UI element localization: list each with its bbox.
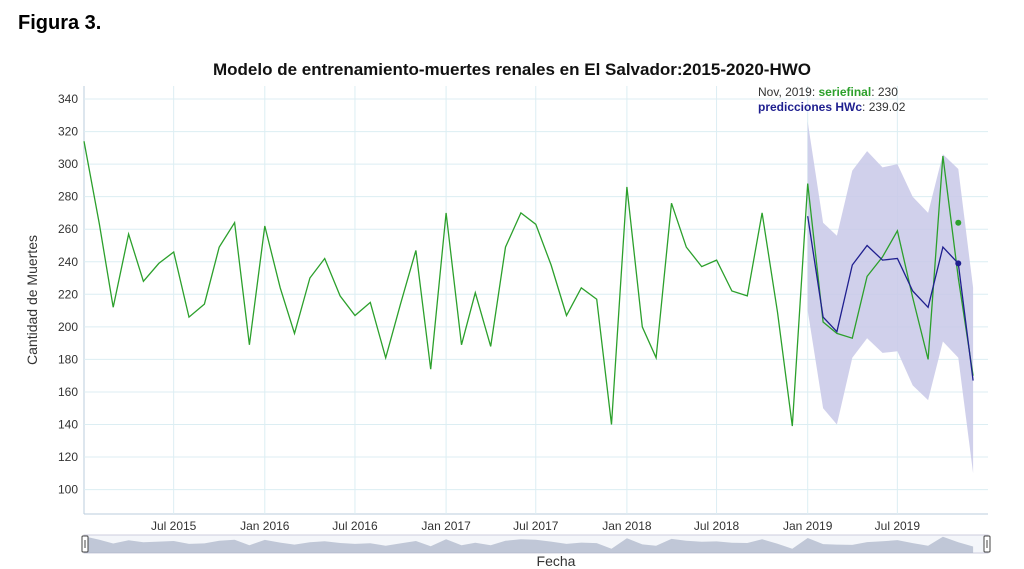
x-tick-label: Jan 2018 bbox=[602, 519, 652, 533]
range-slider[interactable] bbox=[81, 534, 991, 554]
prediction-band bbox=[807, 121, 974, 474]
hover-tooltip: Nov, 2019: seriefinal: 230 predicciones … bbox=[758, 85, 906, 114]
range-slider-preview bbox=[84, 536, 974, 553]
y-tick-label: 300 bbox=[58, 157, 78, 171]
x-tick-label: Jan 2017 bbox=[421, 519, 471, 533]
hover-series2-name: predicciones HWc bbox=[758, 100, 862, 114]
hover-point-predicciones bbox=[955, 260, 962, 267]
y-tick-label: 100 bbox=[58, 483, 78, 497]
series-line-predicciones bbox=[807, 216, 974, 381]
hover-series1-name: seriefinal bbox=[818, 85, 871, 99]
y-tick-label: 340 bbox=[58, 92, 78, 106]
y-tick-label: 200 bbox=[58, 320, 78, 334]
x-axis-ticks: Jul 2015 Jan 2016 Jul 2016 Jan 2017 Jul 2017… bbox=[151, 519, 920, 533]
y-axis-ticks: 100 120 140 160 180 200 220 240 260 280 300 320 340 bbox=[58, 92, 78, 497]
hover-series2-value: 239.02 bbox=[869, 100, 906, 114]
y-tick-label: 320 bbox=[58, 125, 78, 139]
x-tick-label: Jan 2016 bbox=[240, 519, 290, 533]
x-axis-title: Fecha bbox=[537, 553, 576, 569]
y-tick-label: 260 bbox=[58, 222, 78, 236]
x-tick-label: Jul 2019 bbox=[875, 519, 921, 533]
y-tick-label: 160 bbox=[58, 385, 78, 399]
x-tick-label: Jul 2018 bbox=[694, 519, 740, 533]
y-tick-label: 120 bbox=[58, 450, 78, 464]
figure-label: Figura 3. bbox=[18, 12, 102, 34]
svg-text:Nov, 2019: seriefinal: 230: Nov, 2019: seriefinal: 230 bbox=[758, 85, 898, 99]
x-tick-label: Jul 2015 bbox=[151, 519, 197, 533]
series-lines bbox=[83, 141, 974, 427]
hover-point-seriefinal bbox=[955, 219, 962, 226]
y-tick-label: 180 bbox=[58, 352, 78, 366]
x-tick-label: Jul 2016 bbox=[332, 519, 378, 533]
svg-text:predicciones HWc: 239.02: predicciones HWc: 239.02 bbox=[758, 100, 906, 114]
y-tick-label: 280 bbox=[58, 190, 78, 204]
x-tick-label: Jul 2017 bbox=[513, 519, 559, 533]
y-tick-label: 220 bbox=[58, 287, 78, 301]
chart-title: Modelo de entrenamiento-muertes renales … bbox=[212, 60, 812, 79]
hover-date: Nov, 2019 bbox=[758, 85, 812, 99]
y-axis-title: Cantidad de Muertes bbox=[24, 235, 40, 365]
x-tick-label: Jan 2019 bbox=[783, 519, 833, 533]
y-tick-label: 140 bbox=[58, 417, 78, 431]
hover-series1-value: 230 bbox=[878, 85, 898, 99]
series-line-seriefinal bbox=[83, 141, 974, 427]
y-tick-label: 240 bbox=[58, 255, 78, 269]
